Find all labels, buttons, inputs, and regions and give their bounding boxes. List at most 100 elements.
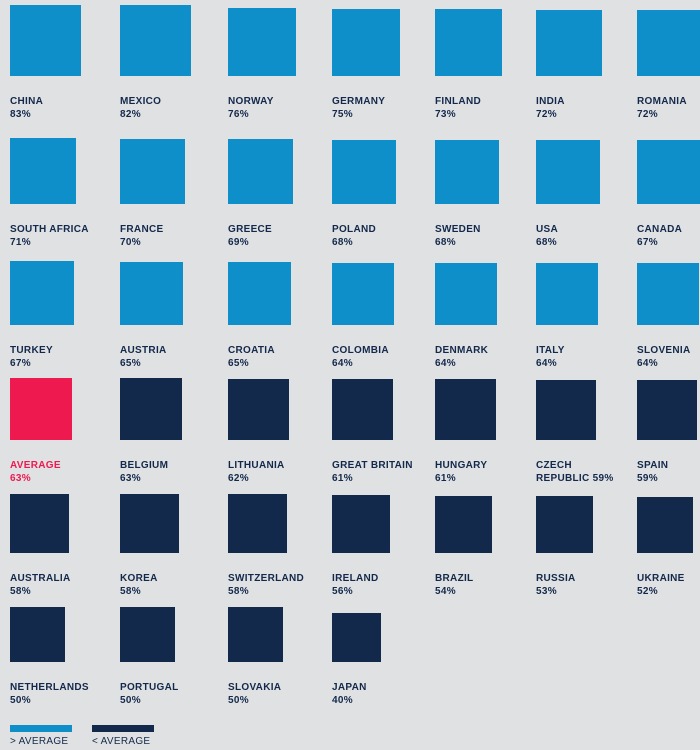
value-square-norway — [228, 8, 296, 76]
country-label-portugal: PORTUGAL 50% — [120, 682, 220, 707]
value-square-finland — [435, 9, 502, 76]
country-value: 59% — [637, 472, 658, 484]
country-name: ITALY — [536, 345, 565, 356]
country-label-south-africa: SOUTH AFRICA 71% — [10, 224, 110, 249]
country-label-netherlands: NETHERLANDS 50% — [10, 682, 110, 707]
country-label-lithuania: LITHUANIA 62% — [228, 460, 328, 485]
country-value: 83% — [10, 108, 31, 120]
country-name: COLOMBIA — [332, 345, 389, 356]
country-value: 58% — [120, 585, 141, 597]
country-label-usa: USA 68% — [536, 224, 636, 249]
country-name: CANADA — [637, 224, 683, 235]
country-value: 50% — [10, 694, 31, 706]
country-name: RUSSIA — [536, 573, 576, 584]
country-name: FRANCE — [120, 224, 164, 235]
country-label-norway: NORWAY 76% — [228, 96, 328, 121]
country-value: 70% — [120, 236, 141, 248]
country-value: 63% — [120, 472, 141, 484]
country-label-colombia: COLOMBIA 64% — [332, 345, 432, 370]
country-value: 62% — [228, 472, 249, 484]
legend-swatch-below-average — [92, 725, 154, 732]
country-name: ROMANIA — [637, 96, 687, 107]
value-square-turkey — [10, 261, 74, 325]
country-value: 71% — [10, 236, 31, 248]
country-value: 82% — [120, 108, 141, 120]
country-value: 68% — [435, 236, 456, 248]
value-square-germany — [332, 8, 400, 76]
country-cell-portugal: PORTUGAL 50% — [120, 591, 220, 706]
country-name: AUSTRIA — [120, 345, 167, 356]
country-label-australia: AUSTRALIA 58% — [10, 573, 110, 598]
country-label-poland: POLAND 68% — [332, 224, 432, 249]
country-value: 73% — [435, 108, 456, 120]
value-square-austria — [120, 262, 183, 325]
country-label-italy: ITALY 64% — [536, 345, 636, 370]
value-square-china — [10, 5, 81, 76]
country-name: AUSTRALIA — [10, 573, 71, 584]
country-value: 64% — [332, 357, 353, 369]
country-label-finland: FINLAND 73% — [435, 96, 535, 121]
country-value: 56% — [332, 585, 353, 597]
country-name: SPAIN — [637, 460, 669, 471]
value-square-croatia — [228, 262, 291, 325]
country-value: 54% — [435, 585, 456, 597]
country-label-croatia: CROATIA 65% — [228, 345, 328, 370]
country-cell-slovenia: SLOVENIA 64% — [637, 254, 700, 369]
value-square-lithuania — [228, 378, 290, 440]
value-square-canada — [637, 140, 700, 204]
country-cell-belgium: BELGIUM 63% — [120, 369, 220, 484]
value-square-greece — [228, 139, 293, 204]
country-value: 61% — [332, 472, 353, 484]
country-cell-austria: AUSTRIA 65% — [120, 254, 220, 369]
country-value: 58% — [228, 585, 249, 597]
value-square-korea — [120, 493, 180, 553]
value-square-brazil — [435, 495, 493, 553]
country-label-canada: CANADA 67% — [637, 224, 700, 249]
country-name: POLAND — [332, 224, 377, 235]
country-value: 53% — [536, 585, 557, 597]
value-square-netherlands — [10, 606, 66, 662]
country-value: 72% — [637, 108, 658, 120]
country-cell-hungary: HUNGARY 61% — [435, 369, 535, 484]
country-name: SLOVAKIA — [228, 682, 282, 693]
value-square-usa — [536, 139, 601, 204]
value-square-mexico — [120, 5, 191, 76]
country-cell-japan: JAPAN 40% — [332, 591, 432, 706]
country-cell-canada: CANADA 67% — [637, 133, 700, 248]
country-cell-poland: POLAND 68% — [332, 133, 432, 248]
value-square-romania — [637, 9, 700, 76]
country-cell-brazil: BRAZIL 54% — [435, 482, 535, 597]
country-label-france: FRANCE 70% — [120, 224, 220, 249]
country-value: 67% — [637, 236, 658, 248]
value-square-great-britain — [332, 379, 393, 440]
country-label-hungary: HUNGARY 61% — [435, 460, 535, 485]
value-square-italy — [536, 262, 599, 325]
country-label-slovakia: SLOVAKIA 50% — [228, 682, 328, 707]
country-name: SWITZERLAND — [228, 573, 305, 584]
country-label-austria: AUSTRIA 65% — [120, 345, 220, 370]
country-value: 67% — [10, 357, 31, 369]
country-cell-france: FRANCE 70% — [120, 133, 220, 248]
country-name: HUNGARY — [435, 460, 488, 471]
country-value: 75% — [332, 108, 353, 120]
country-name: GREECE — [228, 224, 273, 235]
value-square-australia — [10, 493, 70, 553]
country-cell-ireland: IRELAND 56% — [332, 482, 432, 597]
country-value: 65% — [120, 357, 141, 369]
country-label-czech-republic: CZECH REPUBLIC 59% — [536, 460, 636, 485]
country-cell-norway: NORWAY 76% — [228, 5, 328, 120]
country-value: 64% — [435, 357, 456, 369]
country-label-russia: RUSSIA 53% — [536, 573, 636, 598]
country-cell-finland: FINLAND 73% — [435, 5, 535, 120]
country-name: SOUTH AFRICA — [10, 224, 89, 235]
country-cell-spain: SPAIN 59% — [637, 369, 700, 484]
value-square-belgium — [120, 378, 182, 440]
country-label-line: REPUBLIC 59% — [536, 472, 614, 484]
country-cell-great-britain: GREAT BRITAIN 61% — [332, 369, 432, 484]
country-name: AVERAGE — [10, 460, 61, 471]
country-value: 76% — [228, 108, 249, 120]
legend-label-below-average: < AVERAGE — [92, 736, 151, 747]
legend-item-above-average: > AVERAGE — [10, 725, 72, 748]
country-value: 68% — [332, 236, 353, 248]
country-label-switzerland: SWITZERLAND 58% — [228, 573, 328, 598]
